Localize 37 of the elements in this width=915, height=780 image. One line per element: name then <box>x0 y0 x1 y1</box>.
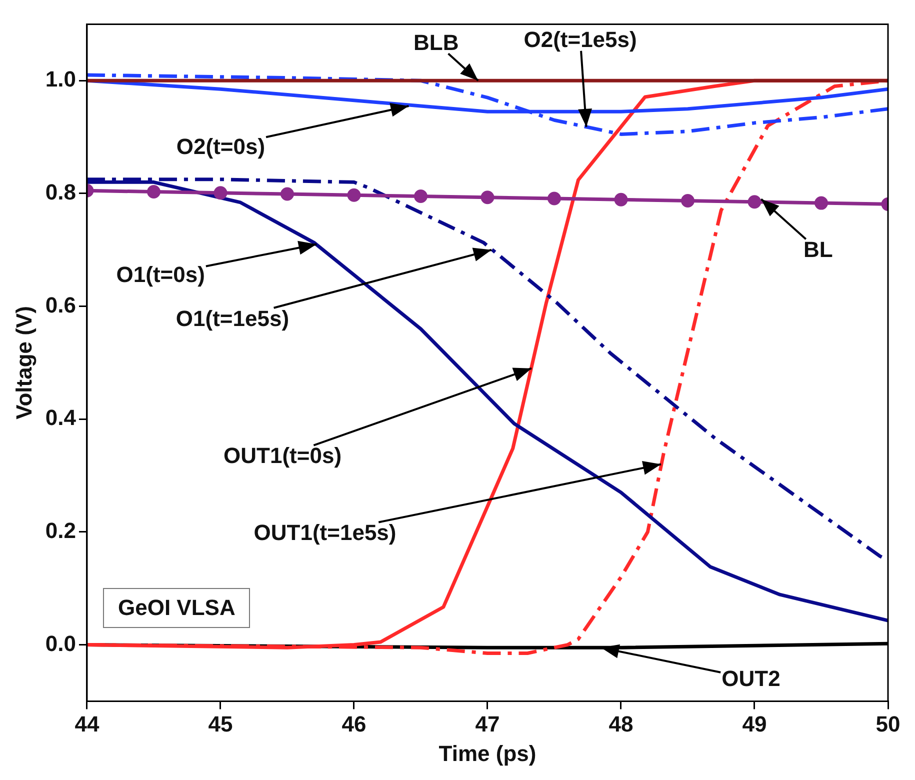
annotation: O1(t=0s) <box>116 262 205 288</box>
y-axis-title: Voltage (V) <box>11 306 36 420</box>
annotation: BL <box>804 237 833 264</box>
point <box>748 195 762 209</box>
point <box>614 192 628 206</box>
point <box>347 188 361 202</box>
point <box>547 192 561 206</box>
point <box>414 190 428 204</box>
y-tick-label: 0.6 <box>45 292 76 318</box>
y-tick-label: 0.2 <box>45 518 76 544</box>
point <box>680 194 694 208</box>
x-tick-label: 44 <box>74 711 100 736</box>
y-tick-label: 0.8 <box>45 180 76 205</box>
annotation: O1(t=1e5s) <box>176 306 290 332</box>
annotation: O2(t=0s) <box>176 134 266 160</box>
annotation: BLB <box>414 30 459 56</box>
x-tick-label: 46 <box>342 711 366 736</box>
point <box>814 196 828 210</box>
y-tick-label: 1.0 <box>45 66 76 92</box>
annotation: GeOI VLSA <box>103 588 250 628</box>
annotation: O2(t=1e5s) <box>524 26 637 53</box>
point <box>280 187 294 201</box>
point <box>480 190 494 204</box>
x-tick-label: 45 <box>208 711 233 736</box>
x-tick-label: 50 <box>876 711 900 736</box>
annotation: OUT1(t=0s) <box>224 443 342 470</box>
y-tick-label: 0.4 <box>45 405 77 430</box>
line-series <box>86 73 888 136</box>
annotation: OUT2 <box>722 666 780 692</box>
x-tick-label: 48 <box>608 711 634 736</box>
x-tick-label: 49 <box>742 711 767 736</box>
x-tick-label: 47 <box>475 711 500 736</box>
point <box>214 186 228 200</box>
annotation: OUT1(t=1e5s) <box>254 520 396 546</box>
y-tick-label: 0.0 <box>45 630 76 656</box>
point <box>146 185 160 199</box>
x-axis-title: Time (ps) <box>438 740 536 766</box>
